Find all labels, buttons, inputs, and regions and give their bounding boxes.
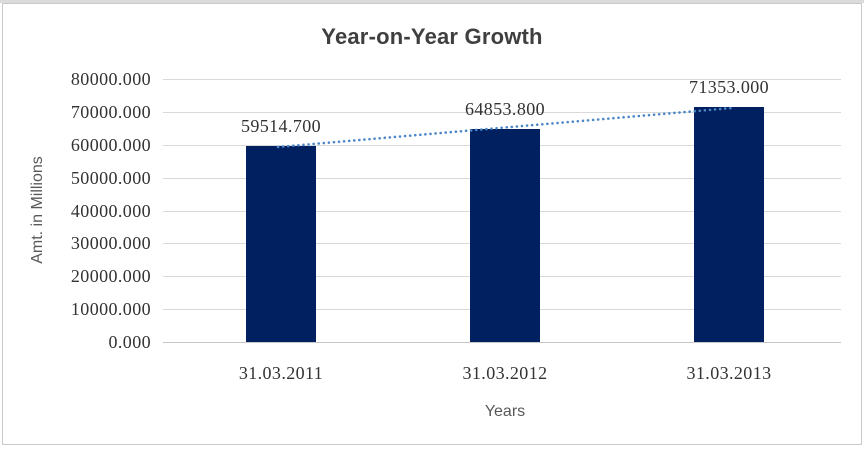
bar — [694, 107, 764, 342]
x-axis-line — [163, 342, 841, 343]
trendline-segment — [276, 106, 733, 149]
y-tick-label: 10000.000 — [70, 299, 151, 320]
chart-title: Year-on-Year Growth — [321, 24, 543, 49]
x-tick-label: 31.03.2012 — [462, 363, 548, 383]
data-label: 64853.800 — [464, 98, 546, 119]
y-tick-label: 40000.000 — [70, 200, 151, 221]
x-axis-title: Years — [484, 403, 526, 420]
y-tick-label: 50000.000 — [70, 167, 151, 188]
bar — [246, 146, 316, 342]
data-label: 71353.000 — [688, 77, 770, 98]
page-top-edge — [0, 0, 864, 3]
y-tick-label: 0.000 — [108, 332, 151, 352]
y-tick-label: 80000.000 — [70, 69, 151, 89]
gridline — [163, 79, 841, 80]
y-tick-label: 60000.000 — [70, 134, 151, 155]
trendline — [276, 106, 733, 149]
data-label: 59514.700 — [240, 116, 322, 137]
x-tick-label: 31.03.2013 — [686, 363, 772, 383]
plot-area: 59514.700 64853.800 71353.000 — [163, 77, 841, 343]
chart-frame: Year-on-Year Growth Amt. in Millions 800… — [2, 3, 862, 445]
y-tick-label: 30000.000 — [70, 233, 151, 254]
x-tick-label: 31.03.2011 — [238, 363, 324, 383]
gridline — [163, 111, 841, 113]
bar — [470, 128, 540, 342]
y-tick-label: 70000.000 — [70, 101, 151, 122]
y-tick-label: 20000.000 — [70, 266, 151, 287]
